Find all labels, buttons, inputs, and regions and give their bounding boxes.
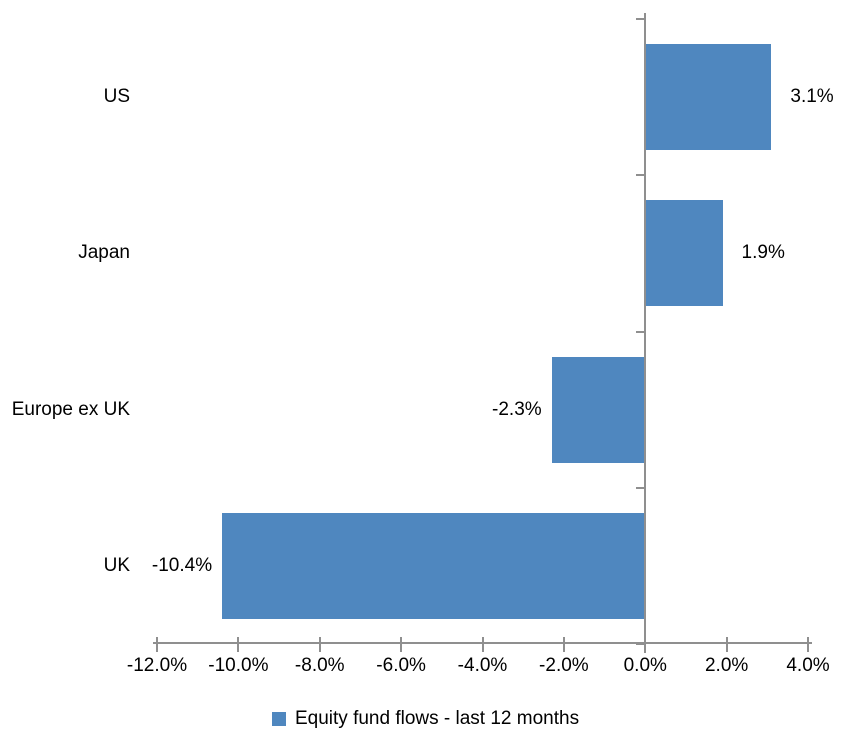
x-axis-tick-label: -10.0% bbox=[208, 655, 269, 676]
data-label: -2.3% bbox=[492, 398, 542, 420]
x-axis-tick bbox=[807, 637, 809, 652]
x-axis-tick bbox=[725, 637, 728, 652]
y-axis-tick bbox=[636, 330, 646, 333]
data-label: 3.1% bbox=[790, 86, 834, 108]
x-axis-tick-label: 2.0% bbox=[704, 655, 749, 676]
y-axis-tick bbox=[636, 18, 646, 20]
x-axis-tick-label: 4.0% bbox=[786, 655, 830, 676]
x-axis-tick bbox=[481, 637, 484, 652]
y-axis-tick bbox=[636, 486, 646, 489]
legend-label: Equity fund flows - last 12 months bbox=[295, 708, 580, 729]
x-axis-tick bbox=[562, 637, 565, 652]
x-axis-tick bbox=[400, 637, 403, 652]
category-label: Japan bbox=[78, 242, 130, 264]
x-axis-line bbox=[153, 642, 812, 644]
bar-us bbox=[645, 44, 772, 151]
x-axis-tick bbox=[318, 637, 321, 652]
legend-swatch-icon bbox=[272, 712, 286, 726]
bar-europe-ex-uk bbox=[551, 356, 646, 463]
category-label: UK bbox=[103, 554, 130, 576]
x-axis-tick bbox=[156, 637, 158, 652]
category-label: US bbox=[103, 86, 130, 108]
bar-japan bbox=[645, 200, 723, 307]
x-axis-tick-label: -12.0% bbox=[126, 655, 188, 676]
x-axis-tick-label: -2.0% bbox=[539, 655, 589, 676]
category-label: Europe ex UK bbox=[11, 398, 130, 420]
x-axis-tick bbox=[237, 637, 240, 652]
bar-uk bbox=[222, 512, 646, 619]
data-label: 1.9% bbox=[741, 242, 785, 264]
x-axis-tick-label: -8.0% bbox=[294, 655, 345, 676]
x-axis-tick-label: -4.0% bbox=[457, 655, 508, 676]
x-axis-tick-label: -6.0% bbox=[376, 655, 426, 676]
data-label: -10.4% bbox=[151, 554, 213, 576]
y-axis-tick bbox=[636, 643, 646, 645]
x-axis-tick-label: 0.0% bbox=[623, 655, 667, 676]
y-axis-tick bbox=[636, 174, 646, 177]
y-axis-line bbox=[644, 13, 647, 653]
legend: Equity fund flows - last 12 months bbox=[272, 708, 579, 730]
